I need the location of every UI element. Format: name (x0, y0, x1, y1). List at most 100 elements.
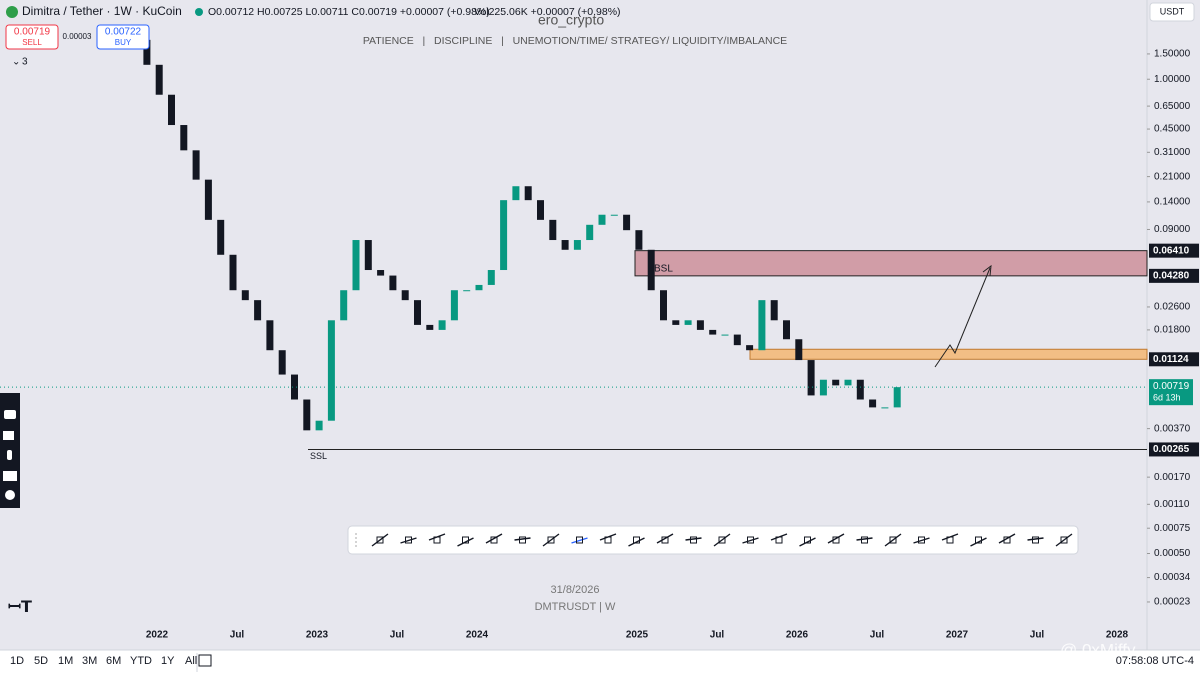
price-tick-label: 0.00034 (1154, 572, 1191, 583)
bsl-zone (634, 250, 1148, 277)
price-tick-label: 1.50000 (1154, 49, 1191, 60)
tool-icon[interactable] (400, 537, 417, 544)
tool-icon-box[interactable] (747, 536, 754, 544)
candle-body (377, 270, 385, 276)
tool-icon[interactable] (998, 533, 1016, 544)
watermark-ticker: DMTRUSDT | W (535, 601, 616, 613)
tool-icon-box[interactable] (547, 536, 555, 544)
currency[interactable]: USDT (1160, 6, 1185, 16)
tool-icon[interactable] (485, 533, 503, 544)
candle-body (389, 275, 397, 291)
candle-body (463, 290, 471, 292)
tool-icon[interactable] (742, 537, 759, 544)
range-button[interactable]: 1M (58, 655, 73, 667)
range-button[interactable]: YTD (130, 655, 152, 667)
buy-button[interactable] (96, 24, 150, 50)
symbol[interactable]: Dimitra / Tether · 1W · KuCoin (22, 4, 182, 18)
window-icon[interactable] (3, 471, 17, 481)
range-button[interactable]: 6M (106, 655, 121, 667)
range-button[interactable]: 5D (34, 655, 48, 667)
tool-icon-box[interactable] (889, 536, 897, 544)
candle-body (414, 300, 421, 325)
price-tick-label: 0.00170 (1154, 472, 1191, 483)
drawing-tools (355, 533, 1073, 547)
date-range-icon[interactable] (198, 654, 212, 667)
tool-icon-box[interactable] (1003, 536, 1011, 544)
level-badge (1149, 268, 1199, 283)
tool-icon-box[interactable] (462, 536, 469, 544)
level-badge (1149, 442, 1199, 457)
tool-icon-box[interactable] (804, 536, 811, 544)
candle-body (549, 219, 557, 241)
tool-icon[interactable] (1055, 533, 1073, 547)
mic-icon[interactable] (7, 450, 12, 460)
tool-icon[interactable] (884, 533, 902, 547)
candle-body (180, 125, 188, 151)
tool-icon[interactable] (856, 537, 873, 541)
tool-icon[interactable] (970, 537, 987, 547)
tool-icon[interactable] (799, 537, 816, 547)
volume: Vol225.06K +0.00007 (+0.98%) (474, 6, 621, 18)
tool-icon-box[interactable] (633, 536, 640, 544)
time-tick-label: Jul (1030, 630, 1045, 641)
tool-icon-box[interactable] (775, 536, 783, 544)
tool-icon-box[interactable] (405, 536, 412, 544)
tool-icon[interactable] (713, 533, 731, 547)
sell-price[interactable]: 0.00719 (14, 27, 51, 38)
tool-icon[interactable] (656, 533, 674, 544)
tool-icon[interactable] (1027, 537, 1044, 541)
currency-button[interactable] (1149, 2, 1195, 22)
price-tick-label: 0.14000 (1154, 197, 1191, 208)
indicator-count[interactable]: 3 (22, 57, 28, 68)
price-tick-label: 0.00050 (1154, 548, 1191, 559)
range-button[interactable]: 1Y (161, 655, 175, 667)
tool-icon-box[interactable] (690, 536, 697, 544)
tool-icon-box[interactable] (918, 536, 925, 544)
tool-icon-box[interactable] (433, 536, 441, 544)
tool-icon-box[interactable] (490, 536, 498, 544)
price-tick-label: 0.02600 (1154, 302, 1191, 313)
range-button[interactable]: 3M (82, 655, 97, 667)
buy-price[interactable]: 0.00722 (105, 27, 142, 38)
candle-body (155, 64, 163, 95)
candle-body (598, 214, 606, 225)
tool-icon[interactable] (913, 537, 930, 544)
tool-icon-box[interactable] (946, 536, 954, 544)
buy-label[interactable]: BUY (115, 38, 132, 47)
camera-icon[interactable] (4, 410, 16, 419)
range-button[interactable]: All (185, 655, 197, 667)
settings-icon[interactable] (5, 490, 15, 500)
tool-icon-box[interactable] (861, 536, 868, 544)
tool-icon-box[interactable] (975, 536, 982, 544)
tool-icon[interactable] (457, 537, 474, 547)
sell-label[interactable]: SELL (22, 38, 42, 47)
tool-icon-box[interactable] (576, 536, 583, 544)
tool-icon-box[interactable] (661, 536, 669, 544)
tool-icon[interactable] (628, 537, 645, 547)
tool-icon-box[interactable] (604, 536, 612, 544)
time-tick-label: Jul (710, 630, 725, 641)
tool-icon-box[interactable] (832, 536, 840, 544)
tool-icon[interactable] (371, 533, 389, 547)
tool-icon-box[interactable] (1060, 536, 1068, 544)
tool-icon-box[interactable] (1032, 536, 1039, 544)
candle-body (401, 290, 409, 301)
range-button[interactable]: 1D (10, 655, 24, 667)
sell-button[interactable] (5, 24, 59, 50)
time-tick-label: 2024 (466, 630, 489, 641)
tool-icon[interactable] (542, 533, 560, 547)
clock: 07:58:08 UTC-4 (1116, 655, 1194, 667)
tool-icon[interactable] (571, 537, 588, 544)
tool-icon[interactable] (514, 537, 531, 541)
tool-icon-box[interactable] (376, 536, 384, 544)
tool-icon-box[interactable] (519, 536, 526, 544)
indicator-toggle[interactable]: ⌄ (12, 57, 20, 68)
tool-icon[interactable] (685, 537, 702, 541)
current-price-label: 0.00719 (1153, 381, 1190, 392)
video-icon[interactable] (3, 431, 14, 440)
imbalance-zone (749, 348, 1148, 360)
tool-icon[interactable] (827, 533, 845, 544)
time-tick-label: Jul (870, 630, 885, 641)
tool-icon-box[interactable] (718, 536, 726, 544)
